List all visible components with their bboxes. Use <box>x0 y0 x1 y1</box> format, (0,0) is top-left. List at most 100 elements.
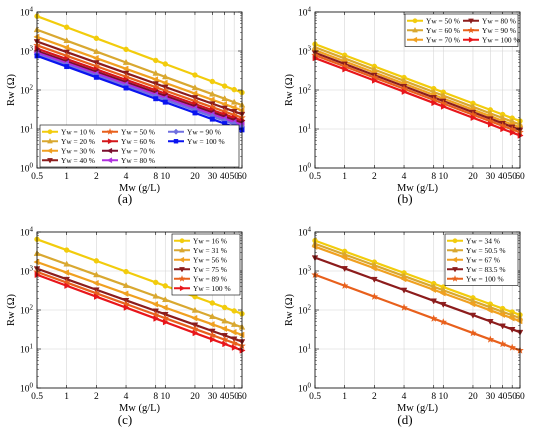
data-point-triangle-right-marker <box>34 271 41 279</box>
data-point-triangle-up-marker <box>191 84 199 91</box>
legend-label: Yw = 100 % <box>187 137 225 146</box>
legend-item: Yw = 90 % <box>463 26 516 35</box>
data-point-triangle-up-marker <box>209 312 216 319</box>
legend-label: Yw = 90 % <box>187 127 221 136</box>
data-point-triangle-right-marker <box>440 103 447 110</box>
x-tick-label: 2 <box>372 172 377 182</box>
y-axis-label: Rw (Ω) <box>284 73 295 106</box>
data-point-triangle-left-marker <box>230 104 237 111</box>
data-point-triangle-right-marker <box>192 329 199 337</box>
legend-item: Yw = 56 % <box>174 255 227 264</box>
legend-label: Yw = 90 % <box>482 26 516 35</box>
series-6 <box>34 271 246 354</box>
x-tick-label: 1 <box>342 392 347 402</box>
data-point-circle-marker <box>221 304 228 311</box>
data-point-triangle-left-marker <box>499 311 505 319</box>
legend-item: Yw = 50 % <box>407 16 460 25</box>
x-axis-label: Mw (g/L) <box>397 403 439 414</box>
series-2 <box>33 249 246 330</box>
x-tick-label: 8 <box>153 392 158 402</box>
data-point-triangle-up-marker <box>122 58 130 65</box>
data-point-circle-marker <box>93 258 100 264</box>
legend-triangle-left-marker <box>178 256 185 263</box>
data-point-circle-marker <box>123 46 129 53</box>
legend-item: Yw = 70 % <box>407 35 460 44</box>
x-tick-label: 1 <box>342 172 347 182</box>
y-tick-label: 101 <box>20 123 34 136</box>
data-point-triangle-left-marker <box>370 264 377 272</box>
x-tick-label: 60 <box>515 172 525 182</box>
legend-item: Yw = 100 % <box>447 274 504 283</box>
data-point-triangle-left-marker <box>341 254 348 261</box>
data-point-triangle-right-marker <box>209 336 216 343</box>
series-3 <box>33 33 245 114</box>
data-point-square-marker <box>123 85 129 91</box>
x-axis-label: Mw (g/L) <box>119 183 161 194</box>
data-point-triangle-left-marker <box>122 290 129 297</box>
x-tick-label: 60 <box>237 172 247 182</box>
data-point-star-marker <box>498 339 507 348</box>
y-tick-label: 103 <box>20 265 34 278</box>
x-tick-label: 4 <box>124 392 129 402</box>
data-point-triangle-down-marker <box>341 266 348 273</box>
data-point-triangle-left-marker <box>400 275 407 283</box>
data-point-triangle-up-marker <box>221 95 228 102</box>
data-point-star-marker <box>191 324 199 333</box>
y-tick-label: 100 <box>20 162 34 175</box>
data-point-star-marker <box>429 314 438 322</box>
legend-label: Yw = 16 % <box>193 236 227 245</box>
x-tick-label: 40 <box>498 172 508 182</box>
data-point-circle-marker <box>93 35 100 42</box>
legend-triangle-right-marker <box>468 36 475 43</box>
data-point-triangle-left-marker <box>33 258 40 266</box>
x-tick-label: 50 <box>507 392 517 402</box>
data-point-star-marker <box>161 314 170 322</box>
data-point-circle-marker <box>192 72 198 78</box>
legend-triangle-down-marker <box>47 158 53 164</box>
legend-star-marker <box>451 275 459 282</box>
legend-label: Yw = 20 % <box>61 137 95 146</box>
legend-item: Yw = 100 % <box>174 284 231 293</box>
data-point-triangle-left-marker <box>33 33 40 41</box>
data-point-triangle-up-marker <box>63 37 70 44</box>
data-point-triangle-up-marker <box>63 260 70 267</box>
data-point-triangle-left-marker <box>152 300 159 308</box>
x-tick-label: 4 <box>402 392 407 402</box>
legend-triangle-left-marker <box>106 147 113 154</box>
data-point-square-marker <box>64 64 70 70</box>
legend-label: Yw = 56 % <box>193 255 227 264</box>
panel-label: (d) <box>397 412 412 427</box>
legend-label: Yw = 83.5 % <box>466 265 505 274</box>
x-tick-label: 2 <box>372 392 377 402</box>
data-point-square-marker <box>93 74 99 80</box>
data-point-triangle-left-marker <box>221 100 227 108</box>
legend-item: Yw = 80 % <box>463 16 516 25</box>
data-point-triangle-up-marker <box>230 98 238 105</box>
data-point-triangle-down-marker <box>371 276 378 283</box>
legend-triangle-left-marker <box>411 36 418 43</box>
legend-box <box>171 233 241 296</box>
data-point-triangle-right-marker <box>342 65 349 73</box>
legend-label: Yw = 34 % <box>466 236 500 245</box>
data-point-triangle-right-marker <box>231 344 238 351</box>
data-point-triangle-left-marker <box>208 321 215 328</box>
legend-item: Yw = 100 % <box>168 137 225 146</box>
data-point-triangle-left-marker <box>238 331 245 339</box>
x-tick-label: 50 <box>229 172 239 182</box>
legend-item: Yw = 80 % <box>102 156 155 165</box>
x-tick-label: 2 <box>94 392 99 402</box>
data-point-triangle-down-marker <box>508 327 516 333</box>
data-point-star-marker <box>439 318 448 326</box>
data-point-star-marker <box>220 335 229 343</box>
data-point-triangle-left-marker <box>508 314 515 322</box>
data-point-triangle-left-marker <box>430 286 437 294</box>
x-tick-label: 20 <box>190 172 200 182</box>
data-point-triangle-left-marker <box>311 243 318 250</box>
data-point-triangle-left-marker <box>486 307 493 314</box>
x-tick-label: 10 <box>439 172 449 182</box>
y-axis-label: Rw (Ω) <box>6 73 17 106</box>
legend-star-marker <box>106 128 114 135</box>
y-tick-label: 100 <box>298 382 312 395</box>
